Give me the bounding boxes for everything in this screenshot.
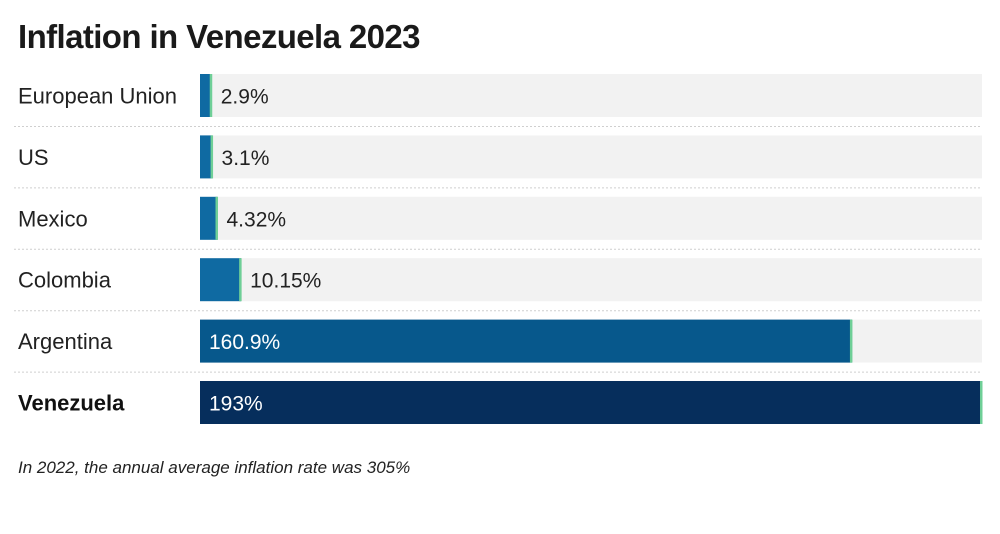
value-label-mexico: 4.32% [227, 208, 287, 231]
bar-end-marker-european-union [209, 74, 213, 117]
footnote: In 2022, the annual average inflation ra… [18, 458, 411, 477]
category-label-us: US [18, 145, 49, 170]
value-label-colombia: 10.15% [250, 270, 321, 293]
bar-argentina [200, 319, 852, 363]
bar-track-colombia [200, 258, 982, 302]
value-label-european-union: 2.9% [221, 86, 269, 109]
bar-rows: European Union 2.9% US 3.1% Mexico 4.32% Colom… [14, 74, 983, 424]
bar-mexico [200, 196, 218, 240]
bar-venezuela [200, 381, 982, 424]
bar-colombia [200, 258, 242, 302]
bar-track-us [200, 135, 982, 179]
value-label-venezuela: 193% [209, 393, 263, 416]
category-label-colombia: Colombia [18, 268, 112, 293]
category-label-european-union: European Union [18, 84, 177, 109]
bar-end-marker-colombia [239, 258, 242, 302]
bar-track-european-union [200, 74, 982, 117]
bar-end-marker-mexico [215, 196, 219, 240]
bar-end-marker-argentina [849, 319, 853, 363]
category-label-mexico: Mexico [18, 206, 88, 231]
bar-track-mexico [200, 196, 982, 240]
bar-end-marker-us [210, 135, 214, 179]
category-label-argentina: Argentina [18, 329, 113, 354]
bar-us [200, 135, 213, 179]
bar-european-union [200, 74, 212, 117]
value-label-argentina: 160.9% [209, 331, 280, 354]
category-label-venezuela: Venezuela [18, 391, 125, 416]
bar-end-marker-venezuela [980, 381, 983, 424]
chart-title: Inflation in Venezuela 2023 [18, 18, 421, 55]
value-label-us: 3.1% [222, 147, 270, 170]
bar-chart: European Union 2.9% US 3.1% Mexico 4.32% Colom… [14, 74, 983, 424]
